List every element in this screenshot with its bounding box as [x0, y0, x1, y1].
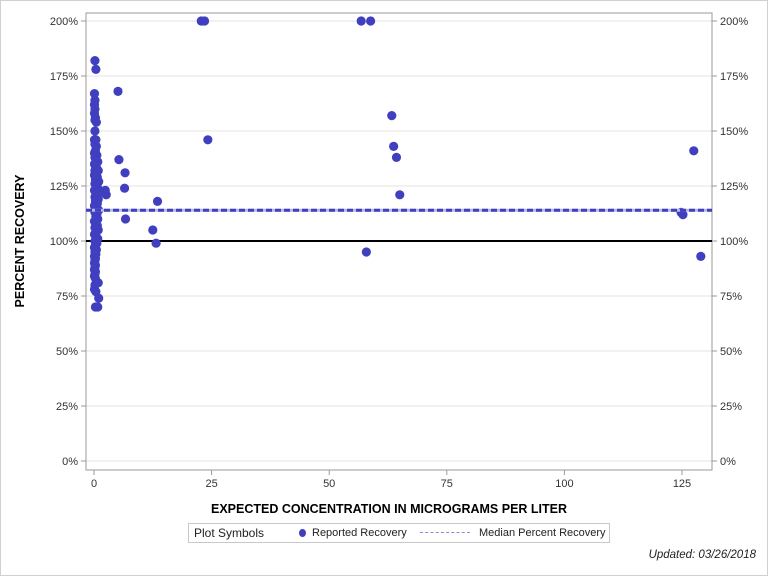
x-tick-label: 100 [555, 478, 573, 490]
data-point [113, 86, 123, 96]
y-tick-label-right: 75% [720, 291, 742, 303]
data-point [120, 214, 131, 224]
data-point [203, 135, 213, 145]
data-point [391, 152, 402, 162]
data-point [99, 188, 109, 198]
data-point [365, 16, 376, 26]
data-point [89, 89, 100, 99]
legend-median-percent-recovery: Median Percent Recovery [479, 527, 606, 539]
data-point [696, 251, 706, 261]
y-tick-label: 50% [56, 346, 78, 358]
y-tick-label-right: 100% [720, 236, 748, 248]
legend-reported-recovery: Reported Recovery [312, 527, 407, 539]
data-point [90, 56, 100, 66]
x-axis-title: EXPECTED CONCENTRATION IN MICROGRAMS PER… [211, 502, 567, 516]
legend-title: Plot Symbols [194, 526, 265, 540]
data-point [678, 210, 688, 220]
data-point [361, 247, 371, 257]
y-tick-label: 150% [50, 126, 78, 138]
data-point [114, 155, 124, 165]
reported-recovery-marker-icon [299, 529, 306, 537]
x-tick-label: 0 [91, 478, 97, 490]
data-point [356, 16, 366, 26]
x-tick-label: 125 [673, 478, 691, 490]
data-point [689, 146, 699, 156]
y-tick-label-right: 200% [720, 16, 748, 28]
y-tick-label: 175% [50, 71, 78, 83]
data-point [199, 16, 210, 26]
data-point [395, 190, 405, 200]
y-tick-label: 0% [62, 456, 78, 468]
y-tick-label: 200% [50, 16, 78, 28]
y-tick-label-right: 125% [720, 181, 748, 193]
y-tick-label-right: 175% [720, 71, 748, 83]
data-point [120, 168, 130, 178]
x-tick-label: 50 [323, 478, 335, 490]
data-point [152, 196, 163, 206]
y-tick-label-right: 0% [720, 456, 736, 468]
data-point [94, 293, 104, 303]
y-tick-label-right: 150% [720, 126, 748, 138]
y-tick-label-right: 50% [720, 346, 742, 358]
data-point [90, 126, 100, 136]
legend: Plot Symbols Reported Recovery Median Pe… [188, 523, 610, 543]
y-tick-label: 100% [50, 236, 78, 248]
y-tick-label-right: 25% [720, 401, 742, 413]
y-tick-label: 125% [50, 181, 78, 193]
data-point [389, 141, 399, 151]
y-tick-label: 25% [56, 401, 78, 413]
data-point [91, 64, 101, 74]
updated-timestamp: Updated: 03/26/2018 [648, 549, 756, 561]
x-tick-label: 25 [205, 478, 217, 490]
data-point [387, 111, 397, 121]
data-point [151, 238, 161, 248]
y-axis-title: PERCENT RECOVERY [13, 174, 27, 308]
median-line-swatch-icon [420, 532, 470, 533]
y-tick-label: 75% [56, 291, 78, 303]
x-tick-label: 75 [441, 478, 453, 490]
data-point [93, 302, 103, 312]
data-point [91, 117, 101, 127]
data-point [148, 225, 158, 235]
data-point [119, 183, 130, 193]
